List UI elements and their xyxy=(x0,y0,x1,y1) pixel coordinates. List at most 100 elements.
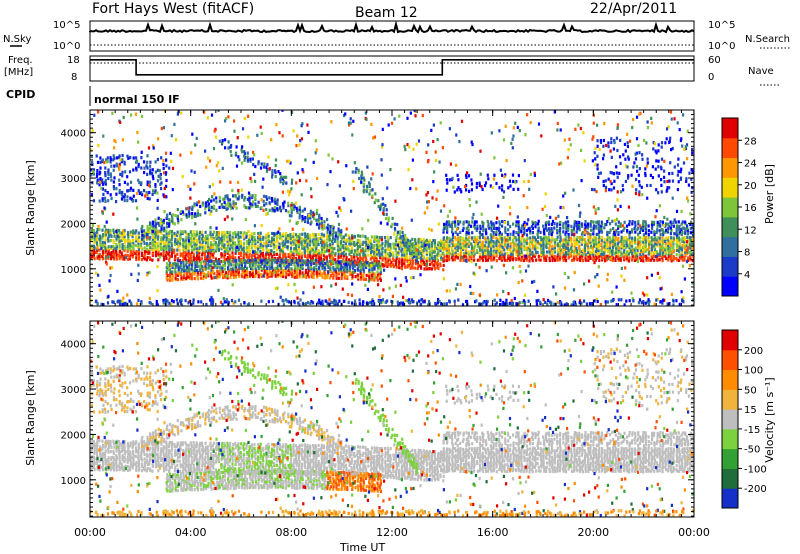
power-cell xyxy=(517,174,520,178)
power-cell xyxy=(326,233,329,237)
power-cell xyxy=(168,254,171,258)
power-cell xyxy=(360,267,363,271)
power-cell xyxy=(292,129,295,133)
power-cell xyxy=(381,258,384,262)
power-cell xyxy=(369,189,372,193)
power-cell xyxy=(631,228,634,232)
power-cell xyxy=(398,261,401,265)
power-cell xyxy=(371,267,374,272)
power-cell xyxy=(501,173,504,177)
power-cell xyxy=(188,269,191,273)
power-cell xyxy=(285,264,288,268)
power-cell xyxy=(486,219,489,224)
power-cell xyxy=(307,260,310,264)
power-cell xyxy=(230,153,233,157)
power-cell xyxy=(143,241,146,245)
power-cell xyxy=(134,251,137,255)
power-cell xyxy=(168,274,171,278)
power-cell xyxy=(240,231,243,235)
power-cell xyxy=(426,250,429,254)
power-cell xyxy=(345,258,348,262)
power-cell xyxy=(165,235,168,239)
power-cell xyxy=(140,181,143,185)
power-cell xyxy=(383,264,386,268)
power-cell xyxy=(595,232,598,236)
power-cell xyxy=(498,186,501,190)
power-cell xyxy=(266,266,269,270)
power-cell xyxy=(502,138,506,142)
power-cell xyxy=(558,228,561,233)
power-cell xyxy=(236,197,239,201)
power-cell xyxy=(325,235,329,239)
power-cell xyxy=(620,230,623,234)
power-cell xyxy=(454,230,457,234)
power-cell xyxy=(606,244,609,248)
power-cell xyxy=(274,174,277,179)
power-cell xyxy=(246,206,249,210)
power-cell xyxy=(677,169,680,174)
power-cell xyxy=(226,273,229,278)
power-cell xyxy=(664,250,667,254)
power-cell xyxy=(676,188,679,192)
power-cell xyxy=(646,276,649,280)
power-cell xyxy=(316,273,319,277)
power-cell xyxy=(430,253,434,257)
power-cell xyxy=(265,202,268,206)
power-cell xyxy=(159,218,162,222)
power-cell xyxy=(378,245,381,250)
power-cell xyxy=(562,240,565,244)
power-cell xyxy=(281,243,284,248)
power-cell xyxy=(398,266,401,270)
power-cell xyxy=(141,247,144,251)
power-cell xyxy=(309,187,313,191)
power-cell xyxy=(167,252,170,256)
power-cell xyxy=(436,255,439,259)
power-cell xyxy=(265,248,268,252)
power-cell xyxy=(369,241,372,245)
power-cell xyxy=(265,244,268,248)
power-cell xyxy=(318,222,321,226)
power-cell xyxy=(381,197,384,201)
power-cell xyxy=(615,250,618,254)
power-cell xyxy=(137,237,140,242)
power-cell xyxy=(415,250,418,255)
power-cell xyxy=(195,234,198,238)
power-cell xyxy=(537,242,540,246)
power-cell xyxy=(309,255,312,259)
power-cell xyxy=(136,302,139,306)
power-cell xyxy=(362,255,365,259)
power-cell xyxy=(578,224,581,228)
power-cell xyxy=(651,244,654,248)
power-cell xyxy=(512,238,515,242)
power-cell xyxy=(185,267,188,271)
power-cell xyxy=(284,254,287,258)
power-cell xyxy=(604,222,607,227)
power-cell xyxy=(294,265,297,269)
power-cell xyxy=(359,245,362,249)
power-cell xyxy=(636,169,639,173)
power-cell xyxy=(280,175,283,179)
power-cell xyxy=(492,177,495,181)
power-cell xyxy=(660,141,664,145)
power-cell xyxy=(245,252,248,256)
power-cell xyxy=(103,241,107,245)
power-cell xyxy=(342,246,345,250)
power-cell xyxy=(451,258,454,262)
power-cell xyxy=(490,238,493,242)
power-cell xyxy=(209,232,212,236)
power-cell xyxy=(118,191,121,195)
power-cell xyxy=(536,230,539,234)
power-cell xyxy=(323,276,326,280)
power-cell xyxy=(405,256,408,260)
power-cell xyxy=(448,256,451,260)
power-cell xyxy=(154,237,157,242)
power-cell xyxy=(228,198,232,202)
power-cell xyxy=(146,154,149,158)
power-cell xyxy=(510,141,513,145)
power-cell xyxy=(182,257,185,261)
power-cell xyxy=(251,239,254,243)
power-cell xyxy=(240,263,243,267)
power-cell xyxy=(437,245,440,249)
power-cell xyxy=(282,269,285,273)
power-cell xyxy=(656,220,659,224)
